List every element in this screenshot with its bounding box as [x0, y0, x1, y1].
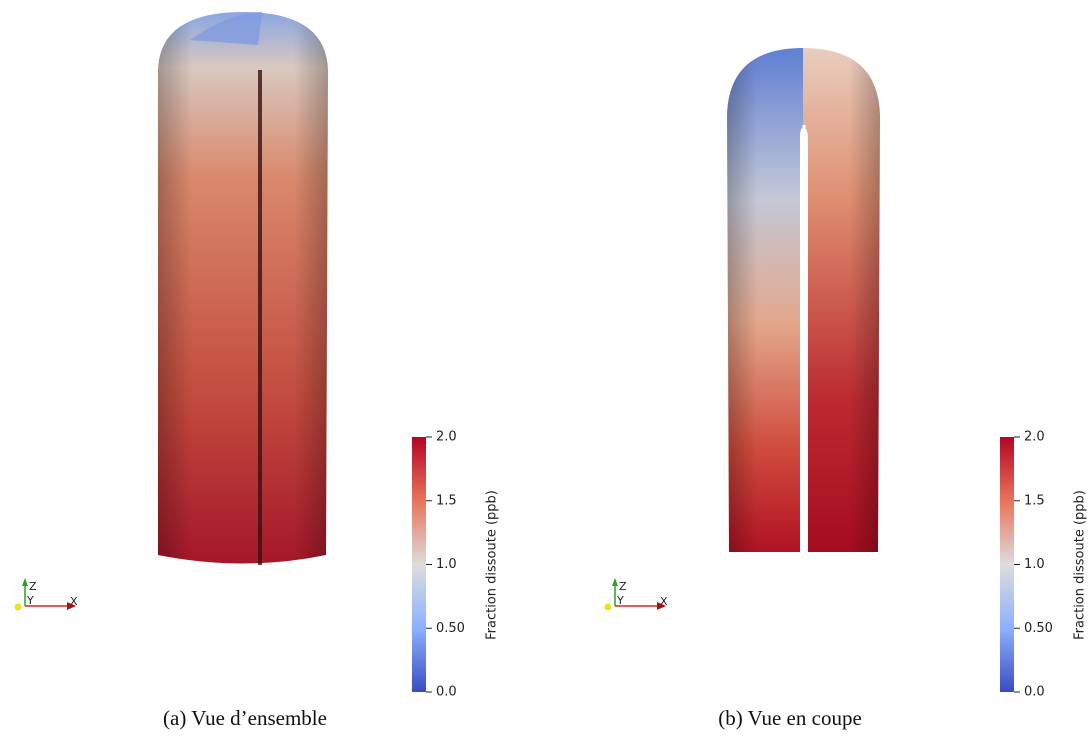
colorbar-tick-label: 1.5 [436, 493, 457, 508]
colorbar-tick-label: 2.0 [436, 430, 457, 445]
colorbar-tick-label: 2.0 [1024, 430, 1045, 445]
colorbar [1000, 437, 1014, 692]
caption: (b) Vue en coupe [718, 706, 862, 730]
axis-z-label: Z [619, 580, 627, 593]
axis-x-label: X [660, 595, 668, 608]
axis-z-head [22, 578, 28, 586]
axis-x-label: X [70, 595, 78, 608]
colorbar-tick-label: 0.50 [436, 621, 465, 636]
axis-y-label: Y [616, 594, 624, 607]
axis-x-head [657, 602, 666, 610]
axis-z-head [612, 578, 618, 586]
colorbar-tick-label: 1.5 [1024, 493, 1045, 508]
axis-y [604, 603, 612, 611]
axis-y-label: Y [26, 594, 34, 607]
colorbar-tick-label: 1.0 [436, 557, 457, 572]
axis-y [14, 603, 22, 611]
colorbar-title: Fraction dissoute (ppb) [485, 490, 500, 640]
colorbar-tick-label: 0.50 [1024, 621, 1053, 636]
render-a [158, 12, 328, 565]
render-b [727, 48, 880, 552]
axis-z-label: Z [29, 580, 37, 593]
colorbar [412, 437, 426, 692]
axis-x-head [67, 602, 76, 610]
colorbar-tick-label: 0.0 [1024, 685, 1045, 700]
colorbar-tick-label: 0.0 [436, 685, 457, 700]
colorbar-tick-label: 1.0 [1024, 557, 1045, 572]
colorbar-title: Fraction dissoute (ppb) [1073, 490, 1088, 640]
caption: (a) Vue d’ensemble [163, 706, 327, 730]
